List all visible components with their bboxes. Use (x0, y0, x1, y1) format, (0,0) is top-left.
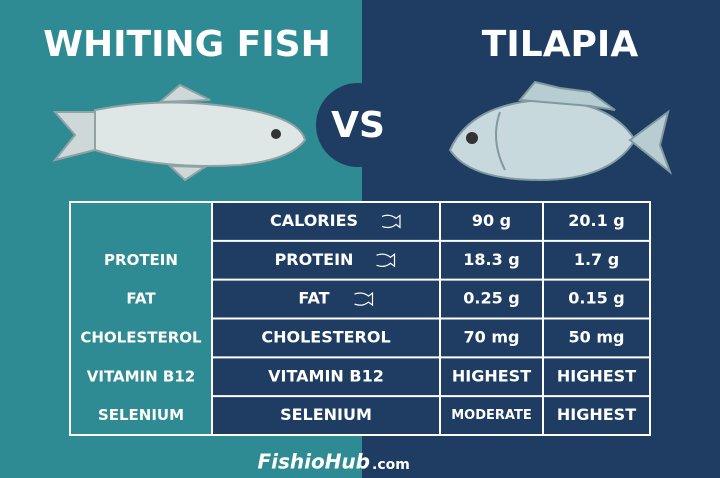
vs-label: VS (331, 105, 385, 146)
fish-icon (376, 253, 396, 268)
side-label: SELENIUM (98, 406, 184, 424)
nutrient-value: 1.7 g (574, 250, 619, 269)
tilapia-illustration (448, 80, 673, 182)
nutrient-label: CALORIES (270, 211, 358, 230)
nutrient-value: HIGHEST (452, 366, 531, 385)
nutrient-value: 70 mg (464, 327, 520, 346)
side-label: FAT (126, 290, 156, 308)
nutrient-label: CHOLESTEROL (261, 327, 390, 346)
vs-circle (316, 83, 400, 167)
nutrient-value: 0.15 g (568, 289, 625, 308)
footer-domain: .com (372, 457, 410, 473)
nutrient-label: VITAMIN B12 (268, 366, 384, 385)
nutrient-label: PROTEIN (275, 250, 354, 269)
side-label: CHOLESTEROL (80, 328, 202, 346)
fish-icon (381, 214, 401, 229)
nutrient-value: HIGHEST (557, 405, 636, 424)
nutrient-value: MODERATE (451, 408, 531, 423)
left-title: WHITING FISH (43, 24, 330, 65)
nutrient-value: 50 mg (569, 327, 625, 346)
nutrient-value: 90 g (472, 211, 511, 230)
whiting-illustration (52, 83, 307, 182)
nutrient-value: 0.25 g (463, 289, 520, 308)
nutrient-label: FAT (298, 289, 329, 308)
footer-brand: FishioHub (257, 450, 370, 474)
right-title: TILAPIA (482, 24, 639, 65)
comparison-table: CALORIES 90 g 20.1 g PROTEIN 18.3 g 1.7 g FAT 0… (69, 201, 651, 436)
side-label: VITAMIN B12 (87, 367, 195, 385)
nutrient-value: 20.1 g (568, 211, 625, 230)
nutrient-value: 18.3 g (463, 250, 520, 269)
nutrient-value: HIGHEST (557, 366, 636, 385)
fish-icon (354, 291, 374, 307)
side-label: PROTEIN (104, 251, 178, 269)
nutrient-label: SELENIUM (280, 405, 372, 424)
